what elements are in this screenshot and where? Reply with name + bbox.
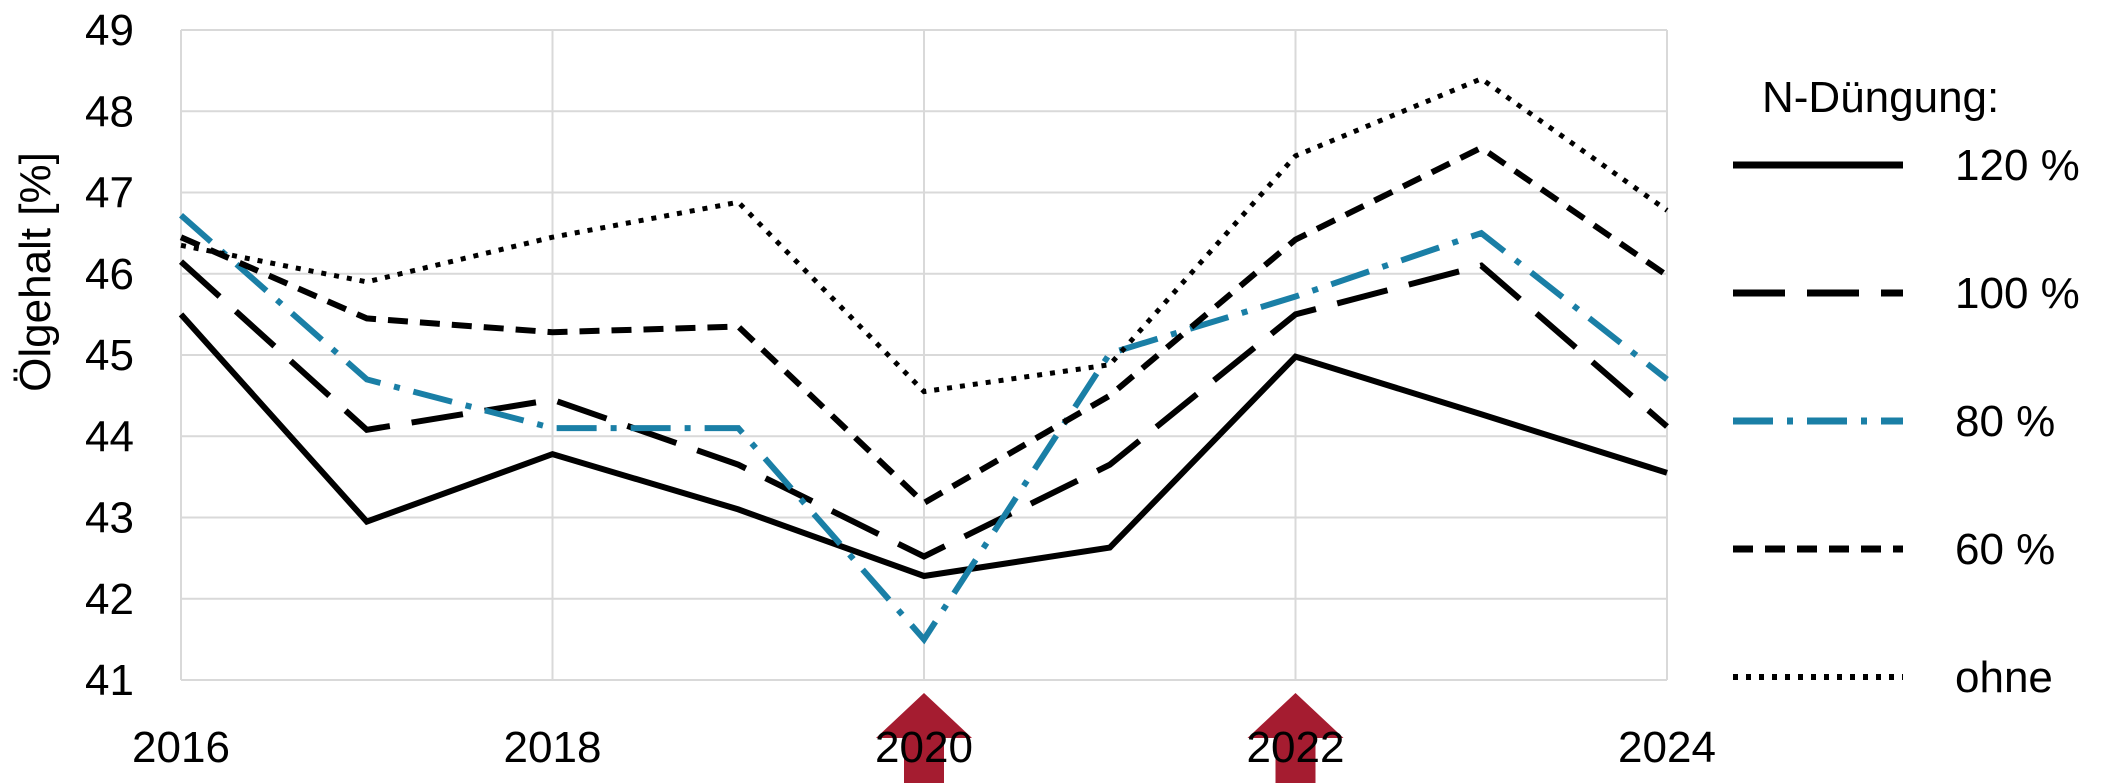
- y-tick-label: 42: [85, 575, 134, 624]
- series-line-1: [178, 312, 1668, 580]
- series-line-4: [179, 144, 1669, 507]
- series-group: [178, 75, 1669, 645]
- legend: N-Düngung: 120 % 100 % 80 % 60 % ohne: [1733, 73, 2080, 702]
- y-tick-label: 44: [85, 412, 134, 461]
- y-axis-ticks: 41 42 43 44 45 46 47 48 49: [85, 6, 134, 705]
- y-tick-label: 45: [85, 331, 134, 380]
- y-tick-label: 49: [85, 6, 134, 55]
- annotation-arrows: [876, 693, 1344, 783]
- x-tick-label: 2016: [132, 723, 230, 772]
- grid: [180, 29, 1668, 681]
- legend-label-1: 120 %: [1955, 141, 2080, 190]
- y-tick-label: 48: [85, 87, 134, 136]
- series-line-5: [180, 75, 1669, 395]
- y-tick-label: 47: [85, 169, 134, 218]
- arrow-up-icon: [876, 693, 972, 783]
- legend-label-4: 60 %: [1955, 525, 2055, 574]
- y-axis-title: Ölgehalt [%]: [11, 152, 60, 392]
- arrow-up-icon: [1247, 693, 1344, 783]
- legend-label-2: 100 %: [1955, 269, 2080, 318]
- series-line-3: [179, 213, 1669, 645]
- y-tick-label: 41: [85, 656, 134, 705]
- legend-title: N-Düngung:: [1762, 73, 1999, 122]
- x-axis-ticks: 2016 2018 2020 2022 2024: [132, 723, 1716, 772]
- legend-label-3: 80 %: [1955, 397, 2055, 446]
- x-tick-label: 2020: [875, 723, 973, 772]
- x-tick-label: 2024: [1618, 723, 1716, 772]
- y-tick-label: 46: [85, 250, 134, 299]
- x-tick-label: 2022: [1247, 723, 1345, 772]
- legend-label-5: ohne: [1955, 653, 2053, 702]
- legend-items: 120 % 100 % 80 % 60 % ohne: [1733, 141, 2080, 702]
- series-line-2: [178, 259, 1669, 560]
- y-tick-label: 43: [85, 494, 134, 543]
- x-tick-label: 2018: [504, 723, 602, 772]
